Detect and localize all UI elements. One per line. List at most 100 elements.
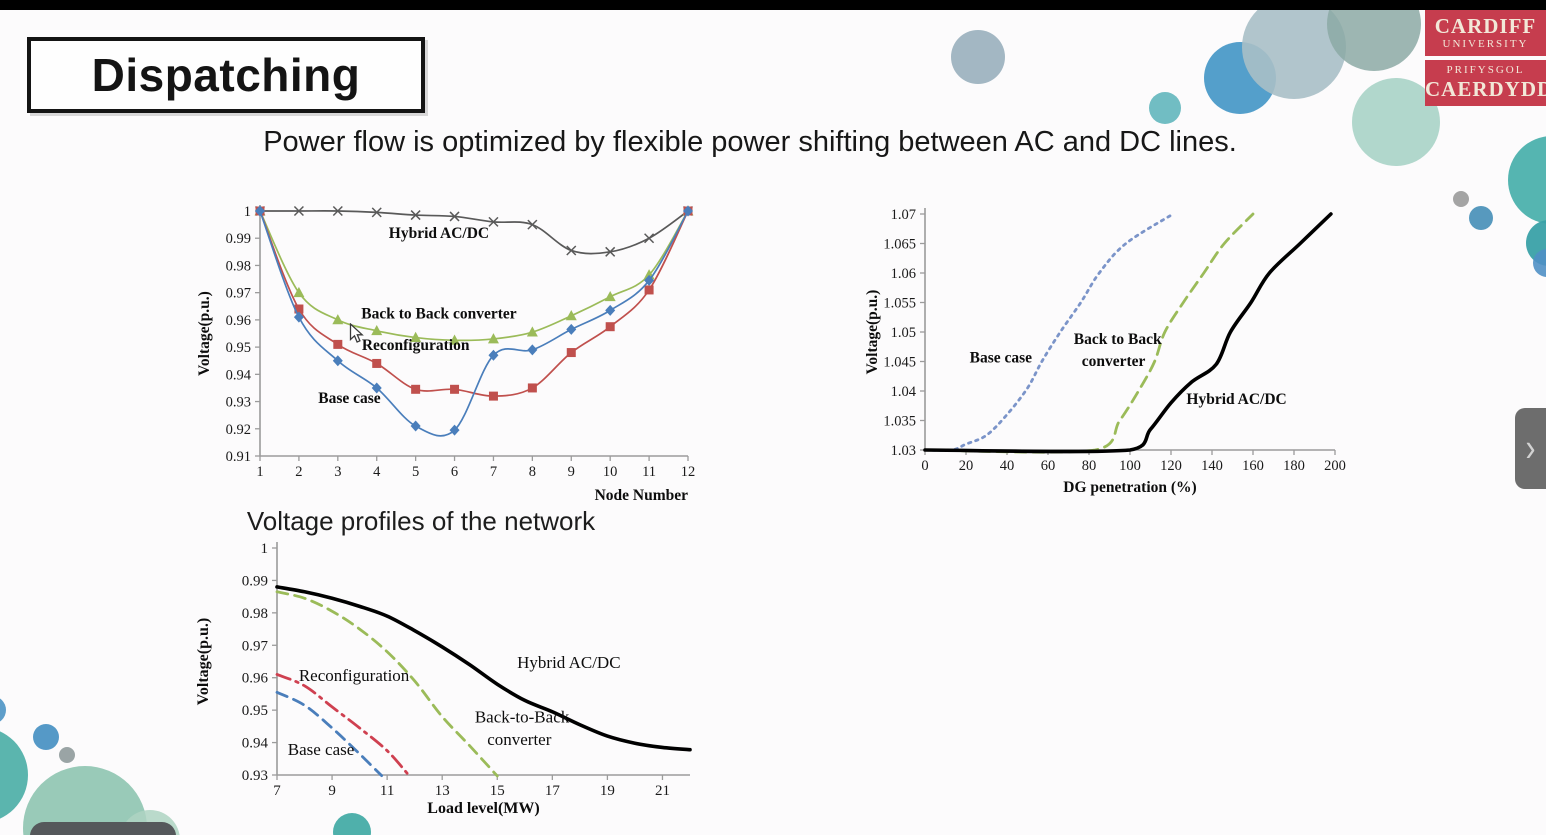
svg-text:15: 15 xyxy=(490,783,505,799)
svg-text:Voltage(p.u.): Voltage(p.u.) xyxy=(196,291,213,376)
svg-text:1: 1 xyxy=(261,541,269,557)
logo-caerdydd-text: CAERDYDD xyxy=(1425,77,1546,101)
svg-text:0.99: 0.99 xyxy=(242,573,268,589)
decor-circle xyxy=(1453,191,1469,207)
svg-text:21: 21 xyxy=(655,783,670,799)
svg-text:0.96: 0.96 xyxy=(226,313,251,329)
svg-text:Back to Back converter: Back to Back converter xyxy=(361,306,517,323)
svg-text:12: 12 xyxy=(681,464,696,480)
svg-text:Base case: Base case xyxy=(288,740,355,759)
svg-text:Voltage(p.u.): Voltage(p.u.) xyxy=(864,290,881,375)
svg-text:0.98: 0.98 xyxy=(242,606,268,622)
svg-text:Base case: Base case xyxy=(318,390,381,407)
mouse-cursor xyxy=(349,323,364,343)
svg-text:0.93: 0.93 xyxy=(242,768,268,784)
svg-text:1.035: 1.035 xyxy=(883,414,916,430)
decor-circle xyxy=(59,747,75,763)
title-box: Dispatching xyxy=(27,37,425,113)
svg-text:17: 17 xyxy=(545,783,561,799)
logo-university-text: UNIVERSITY xyxy=(1442,38,1529,50)
svg-text:5: 5 xyxy=(412,464,419,480)
logo-prifysgol-text: PRIFYSGOL xyxy=(1446,64,1525,76)
svg-text:0.98: 0.98 xyxy=(226,258,251,274)
svg-text:19: 19 xyxy=(600,783,615,799)
svg-text:9: 9 xyxy=(328,783,336,799)
svg-text:1: 1 xyxy=(256,464,263,480)
svg-text:1.07: 1.07 xyxy=(891,207,916,223)
svg-text:0.97: 0.97 xyxy=(226,286,251,302)
svg-text:1.06: 1.06 xyxy=(891,266,916,282)
svg-text:0.92: 0.92 xyxy=(226,422,251,438)
svg-text:180: 180 xyxy=(1283,458,1305,474)
svg-text:DG penetration (%): DG penetration (%) xyxy=(1063,479,1196,496)
svg-text:100: 100 xyxy=(1119,458,1141,474)
svg-text:0.96: 0.96 xyxy=(242,671,269,687)
chevron-right-icon: › xyxy=(1525,426,1536,470)
decor-circle xyxy=(951,30,1005,84)
svg-text:Back to Back: Back to Back xyxy=(1074,331,1162,348)
svg-text:0.95: 0.95 xyxy=(226,340,251,356)
svg-text:Reconfiguration: Reconfiguration xyxy=(299,666,410,685)
svg-text:160: 160 xyxy=(1242,458,1264,474)
svg-text:40: 40 xyxy=(1000,458,1015,474)
logo-welsh-block: PRIFYSGOL CAERDYDD xyxy=(1425,60,1546,106)
svg-text:11: 11 xyxy=(642,464,656,480)
svg-text:0.93: 0.93 xyxy=(226,395,251,411)
svg-text:13: 13 xyxy=(435,783,450,799)
logo-cardiff-text: CARDIFF xyxy=(1434,14,1537,38)
svg-text:0.97: 0.97 xyxy=(242,638,269,654)
decor-circle xyxy=(0,727,28,823)
svg-text:3: 3 xyxy=(334,464,341,480)
svg-text:200: 200 xyxy=(1324,458,1346,474)
svg-text:Back-to-Back: Back-to-Back xyxy=(475,707,570,726)
cardiff-university-logo: CARDIFF UNIVERSITY PRIFYSGOL CAERDYDD xyxy=(1425,10,1546,106)
decor-circle xyxy=(1469,206,1493,230)
svg-text:converter: converter xyxy=(487,730,552,749)
svg-text:0: 0 xyxy=(921,458,928,474)
svg-text:7: 7 xyxy=(273,783,281,799)
next-slide-button[interactable]: › xyxy=(1515,408,1546,489)
overlay-control-bar[interactable] xyxy=(30,822,176,835)
svg-text:8: 8 xyxy=(529,464,536,480)
svg-text:1.055: 1.055 xyxy=(883,296,916,312)
svg-text:0.95: 0.95 xyxy=(242,703,268,719)
svg-text:1.045: 1.045 xyxy=(883,355,916,371)
svg-text:80: 80 xyxy=(1082,458,1097,474)
svg-text:Base case: Base case xyxy=(970,350,1033,367)
svg-text:9: 9 xyxy=(568,464,575,480)
svg-text:1.065: 1.065 xyxy=(883,237,916,253)
svg-text:Hybrid AC/DC: Hybrid AC/DC xyxy=(389,225,489,242)
decor-circle xyxy=(0,696,6,724)
svg-text:Load level(MW): Load level(MW) xyxy=(427,800,539,817)
svg-text:6: 6 xyxy=(451,464,458,480)
page-title: Dispatching xyxy=(91,49,361,101)
svg-text:0.94: 0.94 xyxy=(226,367,252,383)
svg-text:Hybrid AC/DC: Hybrid AC/DC xyxy=(517,653,620,672)
svg-text:11: 11 xyxy=(380,783,394,799)
slide-subtitle: Power flow is optimized by flexible powe… xyxy=(263,126,1237,158)
top-black-bar xyxy=(0,0,1546,10)
logo-english-block: CARDIFF UNIVERSITY xyxy=(1425,10,1546,56)
svg-text:10: 10 xyxy=(603,464,618,480)
svg-text:2: 2 xyxy=(295,464,302,480)
svg-text:1.04: 1.04 xyxy=(891,384,917,400)
svg-text:1.05: 1.05 xyxy=(891,325,916,341)
svg-text:0.91: 0.91 xyxy=(226,449,251,465)
svg-text:0.99: 0.99 xyxy=(226,231,251,247)
svg-text:120: 120 xyxy=(1160,458,1182,474)
decor-circle xyxy=(1149,92,1181,124)
svg-text:converter: converter xyxy=(1082,353,1146,370)
svg-text:7: 7 xyxy=(490,464,497,480)
svg-text:4: 4 xyxy=(373,464,381,480)
decor-circle xyxy=(33,724,59,750)
svg-text:140: 140 xyxy=(1201,458,1223,474)
svg-text:20: 20 xyxy=(959,458,974,474)
decor-circle xyxy=(1508,136,1546,224)
svg-text:1: 1 xyxy=(244,204,251,220)
svg-text:Hybrid AC/DC: Hybrid AC/DC xyxy=(1186,391,1286,408)
dg-penetration-chart: 1.03 1.035 1.04 1.045 1.05 1.055 1.06 1.065 1.07… xyxy=(864,207,1346,496)
chart-caption: Voltage profiles of the network xyxy=(246,506,596,536)
